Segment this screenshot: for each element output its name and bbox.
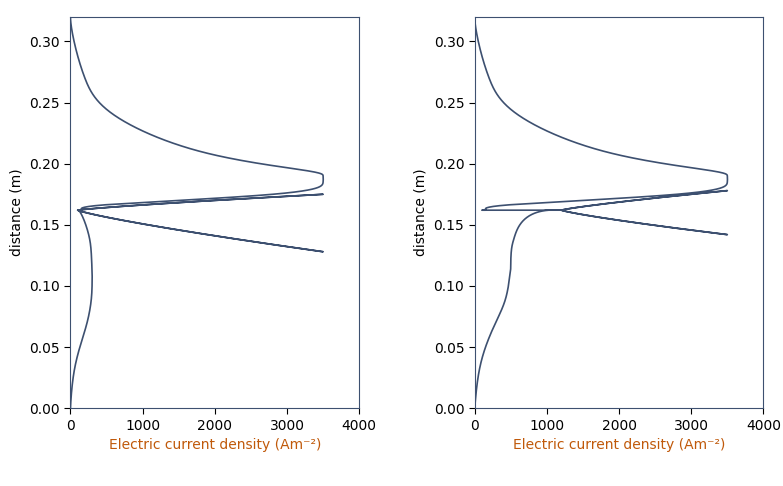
Y-axis label: distance (m): distance (m) [414,169,428,257]
Y-axis label: distance (m): distance (m) [9,169,23,257]
X-axis label: Electric current density (Am⁻²): Electric current density (Am⁻²) [109,438,321,452]
X-axis label: Electric current density (Am⁻²): Electric current density (Am⁻²) [513,438,725,452]
